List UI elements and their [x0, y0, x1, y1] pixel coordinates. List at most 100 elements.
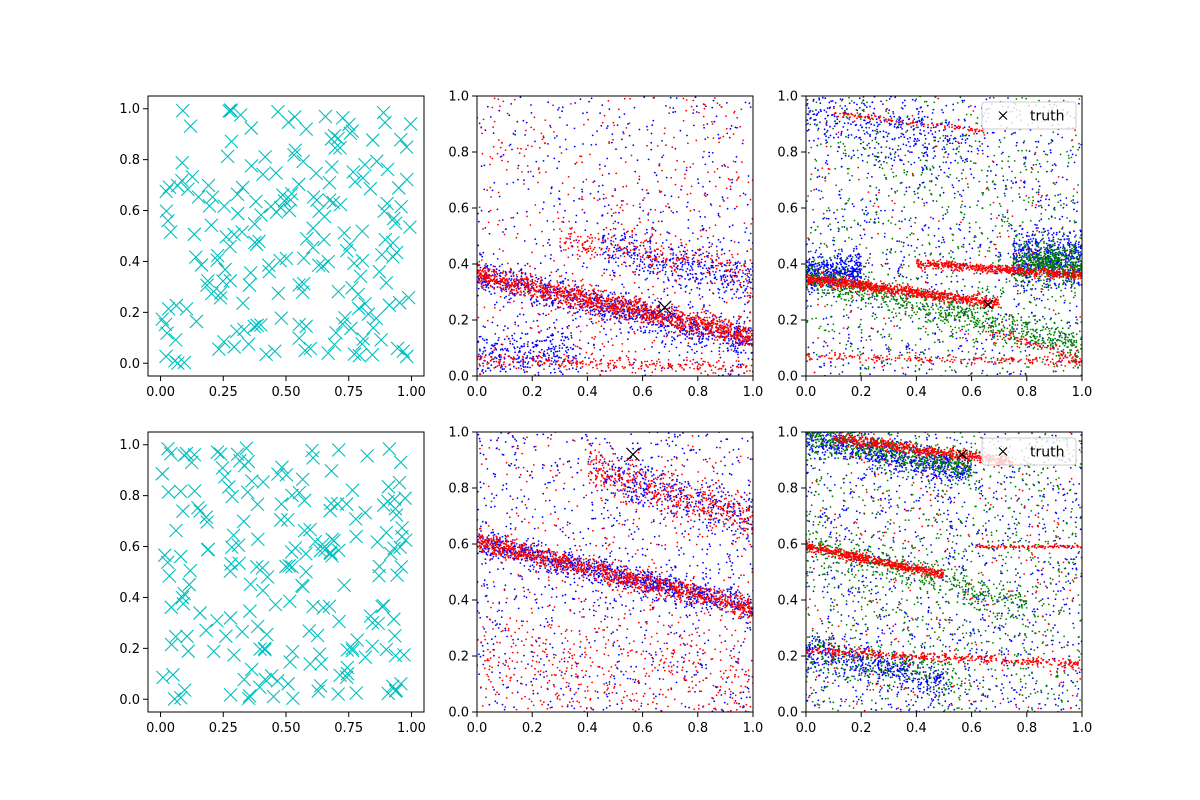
data-point — [508, 278, 511, 281]
data-point — [538, 211, 541, 214]
data-point — [510, 289, 512, 292]
data-point — [634, 270, 637, 273]
data-point — [658, 255, 661, 258]
data-point — [584, 295, 586, 298]
data-point — [479, 358, 482, 361]
data-point — [509, 301, 511, 304]
data-point — [742, 272, 744, 274]
data-point — [588, 364, 590, 366]
data-point — [721, 196, 724, 199]
data-point — [687, 227, 690, 230]
data-point — [506, 286, 509, 289]
scatter-point — [358, 296, 372, 311]
data-point — [568, 368, 571, 370]
data-point — [746, 272, 749, 275]
data-point — [679, 257, 682, 260]
data-point — [599, 253, 602, 256]
data-point — [553, 228, 555, 231]
scatter-point — [338, 310, 352, 325]
data-point — [624, 146, 627, 149]
data-point — [558, 356, 560, 359]
data-point — [632, 252, 635, 255]
data-point — [628, 265, 631, 267]
data-point — [489, 359, 492, 362]
data-point — [512, 275, 515, 277]
data-point — [518, 347, 521, 350]
data-point — [542, 292, 544, 295]
data-point — [522, 313, 525, 316]
data-point — [530, 104, 532, 106]
data-point — [558, 275, 561, 278]
data-point — [587, 289, 590, 292]
data-point — [548, 284, 551, 286]
data-point — [619, 307, 622, 309]
data-point — [499, 309, 501, 312]
data-point — [734, 347, 736, 350]
data-point — [553, 287, 555, 290]
data-point — [719, 320, 722, 323]
data-point — [504, 274, 507, 277]
data-point — [499, 356, 501, 359]
data-point — [607, 364, 609, 367]
data-point — [632, 363, 634, 366]
data-point — [513, 346, 515, 348]
data-point — [684, 286, 687, 288]
data-point — [671, 314, 673, 317]
data-point — [624, 261, 627, 264]
data-point — [482, 268, 484, 271]
data-point — [538, 313, 541, 316]
data-point — [477, 269, 480, 272]
data-point — [710, 204, 713, 207]
data-point — [553, 131, 555, 133]
data-point — [603, 304, 606, 307]
data-point — [608, 307, 611, 310]
data-point — [716, 328, 719, 331]
data-point — [523, 343, 526, 345]
data-point — [595, 296, 598, 299]
data-point — [637, 312, 640, 314]
data-point — [489, 186, 492, 189]
data-point — [649, 255, 652, 258]
y-tick-label: 0.8 — [119, 153, 140, 168]
data-point — [677, 196, 680, 199]
data-point — [719, 331, 721, 334]
data-point — [525, 276, 528, 279]
data-point — [516, 212, 519, 215]
data-point — [600, 290, 602, 293]
data-point — [691, 268, 694, 271]
data-point — [623, 233, 626, 236]
data-point — [648, 331, 651, 334]
data-point — [618, 318, 621, 320]
data-point — [600, 325, 603, 327]
data-point — [624, 366, 626, 369]
data-point — [577, 290, 580, 293]
data-point — [1076, 201, 1079, 204]
data-point — [735, 155, 738, 158]
data-point — [591, 302, 594, 305]
data-point — [725, 301, 728, 304]
data-point — [609, 274, 611, 276]
data-point — [611, 303, 613, 306]
data-point — [529, 291, 531, 294]
data-point — [626, 338, 629, 340]
data-point — [623, 97, 626, 100]
data-point — [505, 282, 508, 285]
scatter-point — [202, 198, 217, 213]
data-point — [1002, 151, 1004, 154]
data-point — [749, 336, 751, 338]
data-point — [565, 241, 567, 243]
data-point — [548, 297, 551, 300]
data-point — [604, 313, 607, 315]
data-point — [590, 297, 592, 300]
data-point — [743, 295, 746, 297]
data-point — [597, 320, 600, 323]
data-point — [501, 141, 503, 144]
data-point — [505, 272, 507, 275]
data-point — [561, 302, 564, 305]
data-point — [688, 292, 691, 295]
data-point — [646, 192, 649, 195]
data-point — [526, 362, 529, 365]
data-point — [589, 153, 591, 156]
data-point — [703, 103, 706, 106]
data-point — [548, 238, 550, 241]
